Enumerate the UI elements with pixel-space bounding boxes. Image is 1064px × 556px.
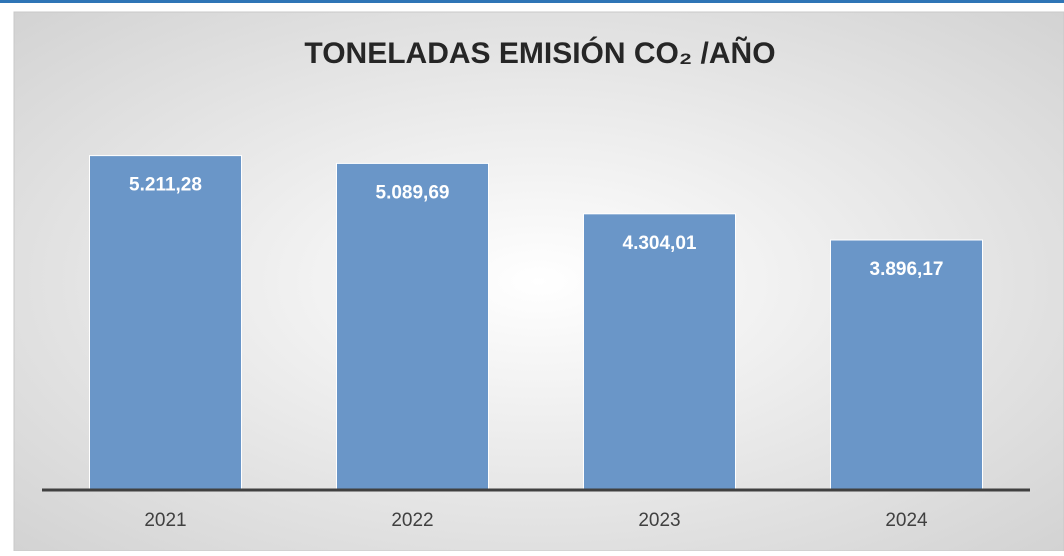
x-tick-label: 2023 (638, 510, 680, 531)
data-label: 3.896,17 (870, 259, 944, 280)
data-label: 5.211,28 (129, 175, 202, 196)
x-tick-label: 2024 (885, 510, 928, 531)
x-tick-label: 2021 (144, 510, 186, 531)
top-rule (0, 0, 1064, 3)
x-tick-label: 2022 (391, 510, 433, 531)
bar (336, 162, 489, 491)
bar (89, 155, 242, 491)
bar (583, 213, 736, 491)
chart-title: TONELADAS EMISIÓN CO₂ /AÑO (304, 36, 775, 70)
data-label: 4.304,01 (623, 233, 697, 254)
data-label: 5.089,69 (376, 182, 450, 203)
bar (830, 239, 983, 491)
